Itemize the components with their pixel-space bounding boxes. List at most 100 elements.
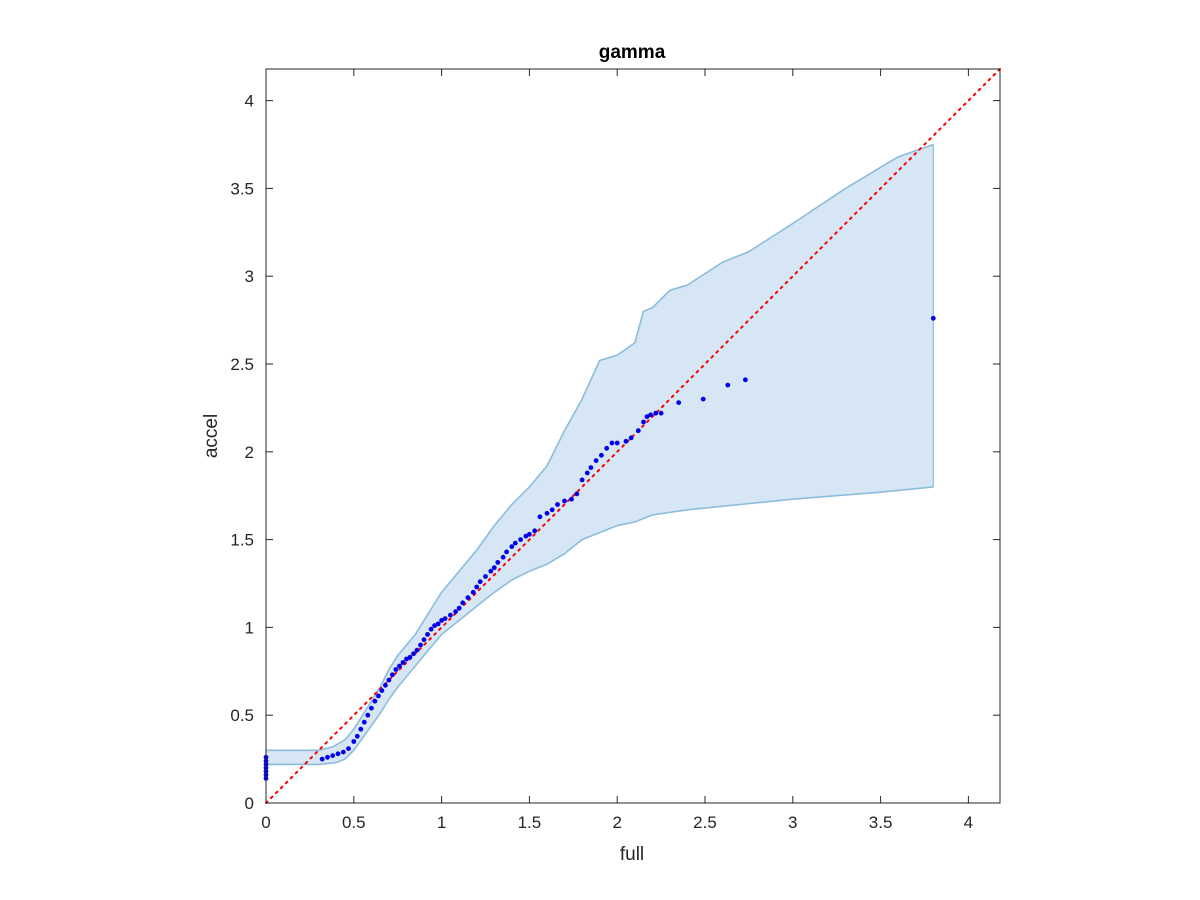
data-point (495, 560, 501, 565)
data-point (584, 470, 590, 476)
data-point (599, 452, 604, 458)
data-point (544, 510, 550, 516)
data-point (325, 754, 330, 760)
y-tick-label: 2 (245, 443, 254, 462)
data-point (579, 477, 585, 483)
data-point (483, 574, 488, 579)
data-point (725, 382, 731, 388)
x-axis-label: full (620, 844, 644, 865)
data-point (428, 626, 434, 632)
data-point (376, 693, 381, 699)
data-point (435, 621, 441, 627)
data-point (397, 663, 402, 669)
data-point (346, 746, 351, 751)
data-point (609, 440, 615, 446)
scatter-points (263, 315, 936, 781)
data-point (411, 651, 416, 657)
data-point (460, 600, 466, 606)
data-point (700, 396, 706, 402)
data-point (407, 654, 413, 660)
y-tick-label: 0 (245, 794, 254, 813)
data-point (532, 528, 538, 534)
data-point (465, 595, 471, 600)
data-point (641, 419, 646, 425)
data-point (330, 753, 336, 758)
identity-line (265, 68, 1001, 804)
data-point (491, 565, 497, 571)
data-point (365, 712, 371, 718)
plot-frame (265, 68, 1001, 804)
data-point (512, 540, 518, 546)
data-point (500, 554, 506, 560)
data-point (369, 705, 374, 711)
data-point (555, 502, 560, 507)
data-point (425, 632, 430, 637)
data-point (319, 756, 325, 762)
x-tick-label: 2 (612, 813, 621, 832)
data-point (383, 682, 388, 688)
data-point (604, 445, 610, 451)
data-point (635, 428, 641, 434)
data-point (930, 315, 936, 321)
data-point (340, 749, 346, 755)
chart-title: gamma (599, 42, 666, 63)
data-point (562, 498, 567, 504)
reference-line (265, 68, 1001, 804)
data-point (393, 667, 399, 672)
data-point (474, 584, 480, 590)
data-point (386, 677, 392, 683)
data-point (537, 514, 543, 520)
data-point (372, 698, 378, 704)
data-point (644, 414, 650, 420)
data-point (442, 616, 448, 621)
data-point (588, 465, 594, 470)
y-tick-label: 1 (245, 618, 254, 637)
y-axis-ticks: 0 0.5 1 1.5 2 2.5 3 3.5 4 (230, 92, 1000, 813)
x-tick-label: 0.5 (342, 813, 366, 832)
y-axis-label: accel (201, 414, 222, 458)
x-tick-label: 3.5 (869, 813, 893, 832)
data-point (743, 377, 748, 383)
data-point (418, 642, 423, 648)
data-point (456, 605, 462, 611)
data-point (477, 579, 483, 585)
data-point (470, 589, 476, 595)
x-tick-label: 1.5 (518, 813, 542, 832)
data-point (351, 739, 357, 744)
data-point (658, 410, 664, 416)
data-point (400, 660, 406, 665)
data-point (569, 496, 574, 502)
band-upper-edge (266, 143, 934, 752)
x-tick-label: 2.5 (693, 813, 717, 832)
data-point (448, 612, 453, 618)
y-tick-label: 4 (245, 92, 254, 111)
data-point (414, 647, 420, 653)
data-point (676, 400, 682, 405)
data-point (628, 435, 634, 441)
data-point (648, 412, 653, 418)
x-axis-ticks: 0 0.5 1 1.5 2 2.5 3 3.5 4 (261, 69, 973, 832)
data-point (379, 688, 385, 693)
axes-box (265, 68, 1001, 804)
data-point (358, 726, 364, 732)
data-point (527, 531, 532, 537)
data-point (361, 719, 367, 725)
x-tick-label: 3 (788, 813, 797, 832)
y-tick-label: 0.5 (230, 706, 254, 725)
x-tick-label: 0 (261, 813, 270, 832)
data-point (614, 440, 620, 446)
y-tick-label: 2.5 (230, 355, 254, 374)
band-lower-edge (266, 486, 934, 766)
y-tick-label: 1.5 (230, 531, 254, 550)
data-point (354, 733, 360, 739)
data-point (453, 609, 458, 614)
x-tick-label: 1 (437, 813, 446, 832)
data-point (518, 537, 523, 542)
data-point (504, 549, 509, 555)
data-point (421, 637, 427, 643)
data-point (509, 544, 515, 549)
data-point (574, 491, 580, 497)
data-point (390, 672, 395, 678)
data-point (488, 568, 494, 574)
